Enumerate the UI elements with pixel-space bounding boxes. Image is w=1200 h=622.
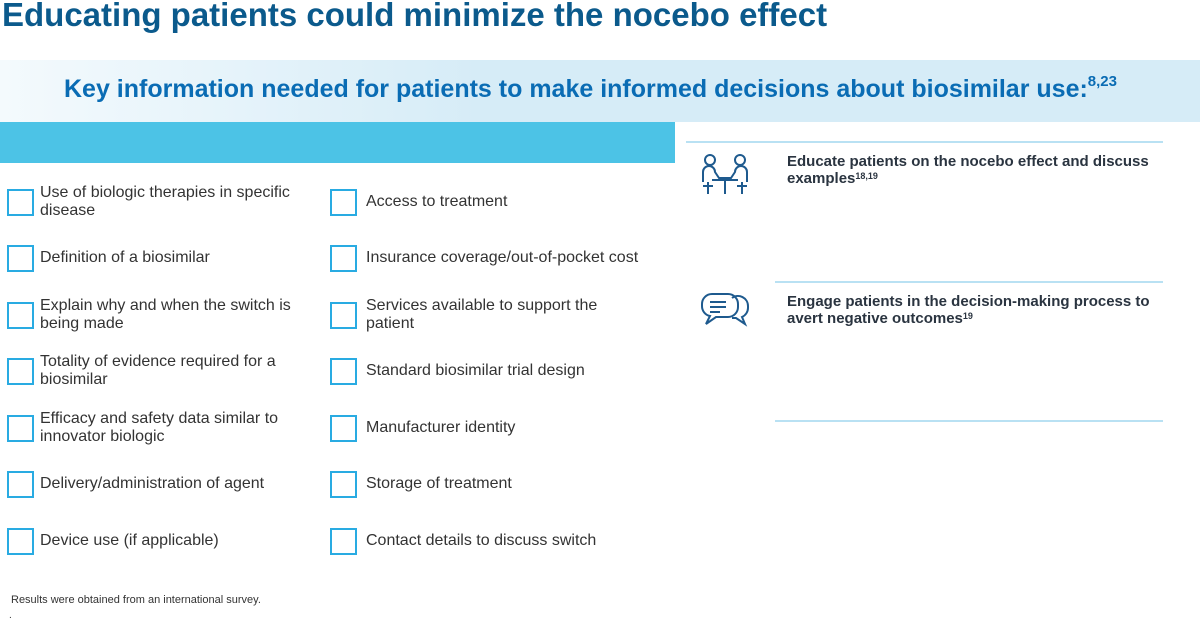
heading-ref: 8,23 xyxy=(1087,73,1117,90)
action-ref: 19 xyxy=(962,311,973,321)
checkbox xyxy=(7,415,34,442)
checklist-item: Manufacturer identity xyxy=(366,419,516,436)
action-label: Educate patients on the nocebo effect an… xyxy=(787,153,1149,187)
heading-text: Key information needed for patients to m… xyxy=(64,75,1088,103)
checklist-item: Efficacy and safety data similar to inno… xyxy=(40,410,279,445)
checklist-item: Services available to support the patien… xyxy=(366,297,598,332)
checkbox xyxy=(7,358,34,385)
divider xyxy=(775,420,1163,422)
footer-mark: . xyxy=(9,610,12,621)
action-ref: 18,19 xyxy=(855,171,878,181)
action-label: Engage patients in the decision-making p… xyxy=(787,293,1150,327)
banner xyxy=(0,60,1200,122)
checkbox xyxy=(330,528,357,555)
slide-title: Educating patients could minimize the no… xyxy=(2,0,828,33)
action-text: Engage patients in the decision-making p… xyxy=(787,293,1167,327)
action-text: Educate patients on the nocebo effect an… xyxy=(787,153,1167,187)
checklist-item: Contact details to discuss switch xyxy=(366,532,597,549)
checklist-item: Standard biosimilar trial design xyxy=(366,362,585,379)
checkbox xyxy=(330,189,357,216)
checkbox xyxy=(330,471,357,498)
divider xyxy=(686,141,1163,143)
checklist-item: Access to treatment xyxy=(366,193,508,210)
checklist-item: Storage of treatment xyxy=(366,475,512,492)
checklist-item: Explain why and when the switch is being… xyxy=(40,297,291,332)
checklist-item: Delivery/administration of agent xyxy=(40,475,265,492)
checkbox xyxy=(7,302,34,329)
footnote: Results were obtained from an internatio… xyxy=(11,594,261,606)
checkbox xyxy=(7,245,34,272)
checklist-item: Insurance coverage/out-of-pocket cost xyxy=(366,249,639,266)
checkbox xyxy=(330,302,357,329)
checkbox xyxy=(330,245,357,272)
checkbox xyxy=(7,471,34,498)
discussion-icon xyxy=(702,154,748,194)
checkbox xyxy=(330,358,357,385)
checklist-item: Definition of a biosimilar xyxy=(40,249,210,266)
banner-heading: Key information needed for patients to m… xyxy=(64,73,1117,104)
checkbox xyxy=(330,415,357,442)
checklist-item: Device use (if applicable) xyxy=(40,532,219,549)
checklist-item: Totality of evidence required for a bios… xyxy=(40,353,276,388)
divider xyxy=(775,281,1163,283)
conversation-icon xyxy=(700,293,749,327)
checklist-item: Use of biologic therapies in specific di… xyxy=(40,184,290,219)
checkbox xyxy=(7,189,34,216)
header-bar xyxy=(0,122,675,163)
checkbox xyxy=(7,528,34,555)
